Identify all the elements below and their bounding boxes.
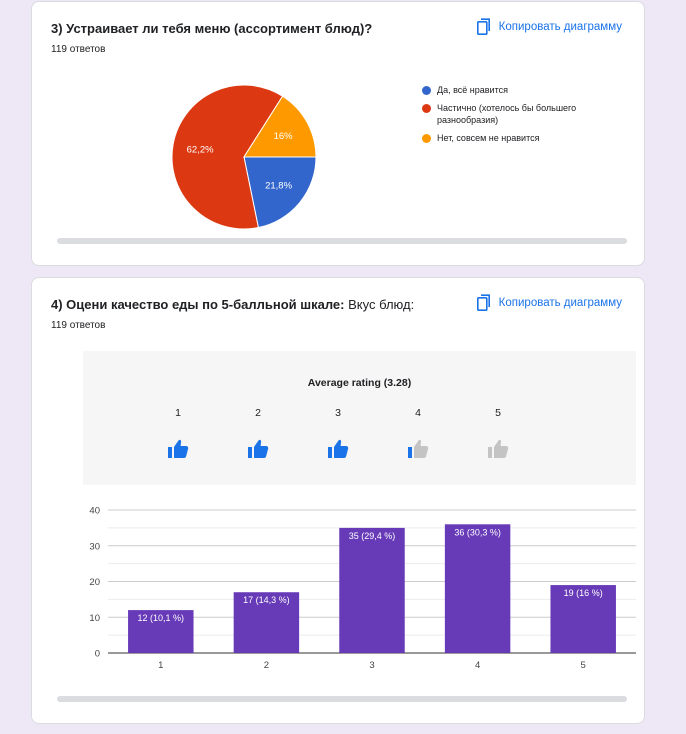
rating-number: 3 [335,407,341,419]
legend-item: Да, всё нравится [422,84,612,96]
x-tick-label: 5 [581,660,586,671]
pie-legend: Да, всё нравится Частично (хотелось бы б… [422,84,612,150]
rating-number: 2 [255,407,261,419]
x-tick-label: 2 [264,660,269,671]
pie-slice [243,95,317,158]
question-title: 4) Оцени качество еды по 5-балльной шкал… [51,297,414,312]
pie-slice [171,84,284,230]
rating-option: 4 [398,407,438,460]
horizontal-scrollbar[interactable] [57,238,627,244]
legend-label: Нет, совсем не нравится [437,133,540,143]
rating-option: 3 [318,407,358,460]
question-title-sub: Вкус блюд: [344,297,415,312]
legend-item: Нет, совсем не нравится [422,132,612,144]
average-rating-panel: Average rating (3.28) 1 2 3 4 5 [83,351,636,485]
bar-value-label: 19 (16 %) [564,588,603,598]
bar-value-label: 35 (29,4 %) [349,531,396,541]
legend-label: Да, всё нравится [437,85,508,95]
copy-chart-button[interactable]: Копировать диаграмму [476,294,622,311]
question-card-3: 3) Устраивает ли тебя меню (ассортимент … [31,1,645,266]
bar-value-label: 36 (30,3 %) [454,527,501,537]
legend-item: Частично (хотелось бы большего разнообра… [422,102,612,126]
thumbs-up-icon [238,438,278,460]
bar [444,524,511,653]
pie-chart: 21,8% 62,2% 16% [171,84,317,230]
rating-number: 1 [175,407,181,419]
y-tick-label: 20 [89,577,100,588]
pie-slice [243,156,317,229]
copy-chart-label: Копировать диаграмму [498,296,622,309]
thumbs-up-icon [158,438,198,460]
legend-swatch [422,85,431,95]
bar [233,592,300,653]
bar [128,610,194,653]
legend-swatch [422,133,431,143]
thumbs-up-icon [478,438,518,460]
bar-value-label: 17 (14,3 %) [243,595,290,605]
question-title: 3) Устраивает ли тебя меню (ассортимент … [51,21,373,36]
y-tick-label: 10 [89,613,100,624]
rating-number: 4 [415,407,421,419]
rating-option: 1 [158,407,198,460]
pie-slice-label: 62,2% [187,144,214,155]
copy-chart-button[interactable]: Копировать диаграмму [476,18,622,35]
pie-slice-label: 21,8% [265,181,292,192]
x-tick-label: 1 [158,660,163,671]
copy-icon [476,18,491,35]
thumbs-up-icon [398,438,438,460]
bar-chart: 0 10 20 30 40 12 (10,1 %) 1 17 (14,3 %) 2 35 (29,… [89,506,636,671]
response-count: 119 ответов [51,44,106,55]
pie-slice-label: 16% [274,131,294,142]
average-rating-label: Average rating (3.28) [307,377,412,389]
legend-label: Частично (хотелось бы большего разнообра… [437,103,577,125]
rating-number: 5 [495,407,501,419]
x-tick-label: 3 [369,660,374,671]
bar [550,585,616,653]
copy-chart-label: Копировать диаграмму [498,20,622,33]
y-tick-label: 30 [89,541,100,552]
x-tick-label: 4 [475,660,480,671]
response-count: 119 ответов [51,320,106,331]
thumbs-up-icon [318,438,358,460]
question-title-main: 4) Оцени качество еды по 5-балльной шкал… [51,297,345,312]
horizontal-scrollbar[interactable] [57,696,627,702]
y-tick-label: 0 [95,649,100,660]
bar-value-label: 12 (10,1 %) [138,613,185,623]
bar [339,527,405,653]
question-card-4: 4) Оцени качество еды по 5-балльной шкал… [31,277,645,724]
rating-option: 2 [238,407,278,460]
legend-swatch [422,103,431,113]
copy-icon [476,294,491,311]
y-tick-label: 40 [89,506,100,517]
rating-option: 5 [478,407,518,460]
